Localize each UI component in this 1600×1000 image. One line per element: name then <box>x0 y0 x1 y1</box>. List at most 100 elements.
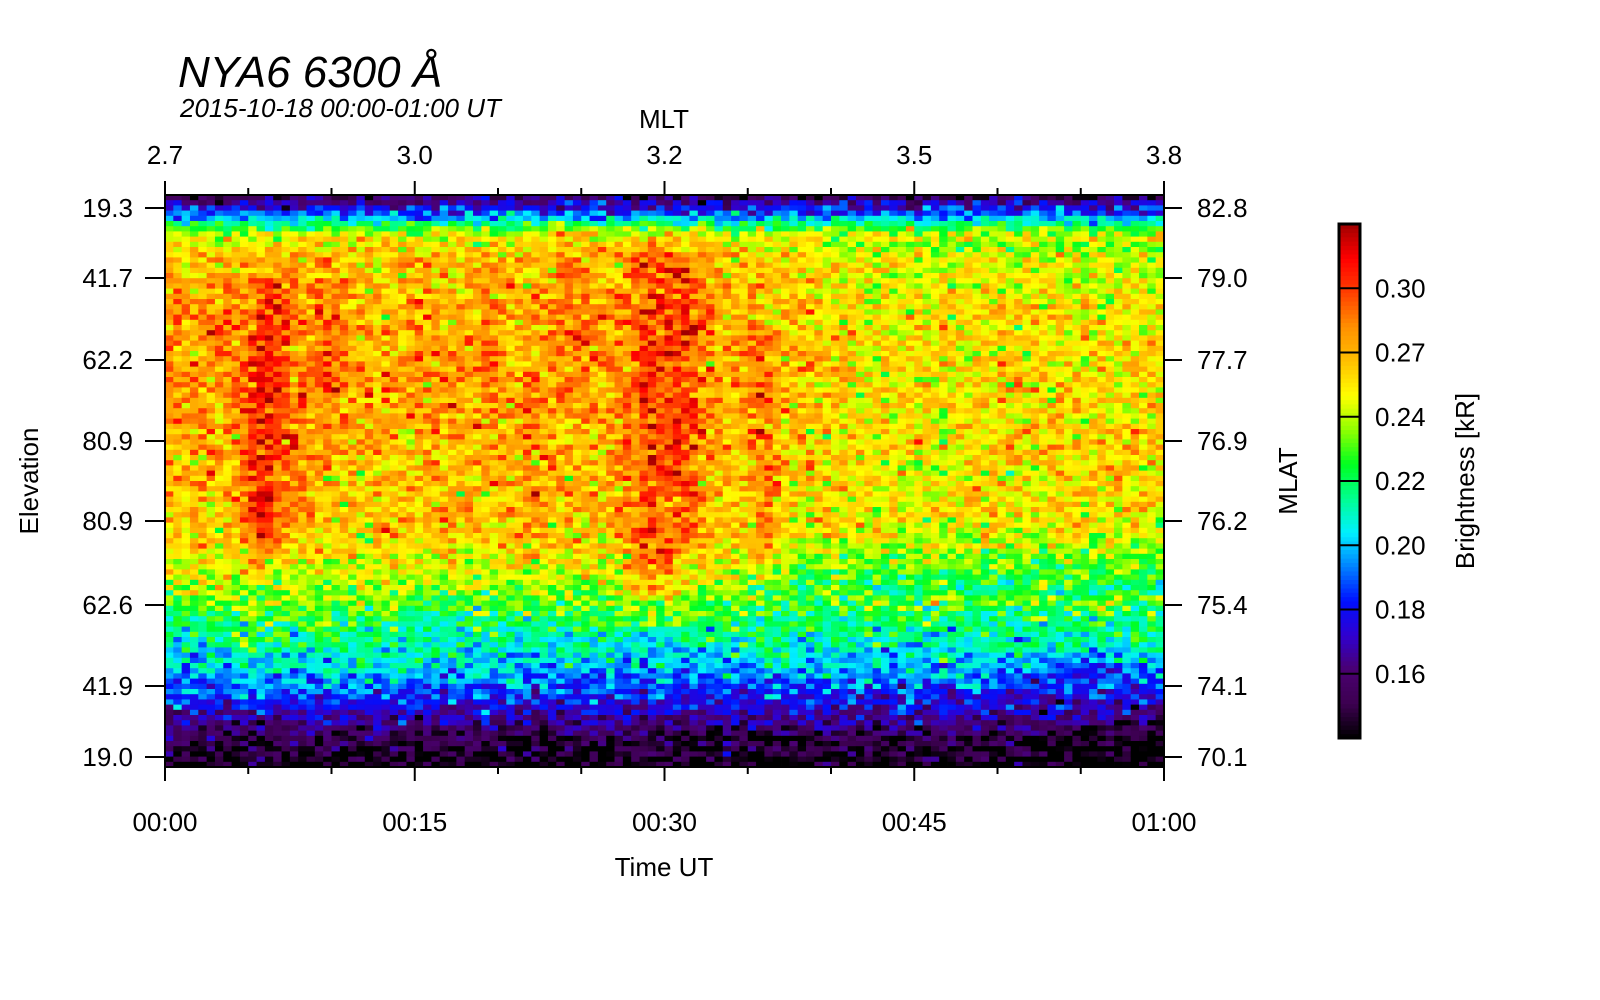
heatmap-cell <box>406 533 416 539</box>
heatmap-cell <box>331 663 341 669</box>
heatmap-cell <box>298 683 307 690</box>
heatmap-cell <box>498 377 507 383</box>
heatmap-cell <box>298 241 307 248</box>
heatmap-cell <box>514 595 524 601</box>
heatmap-cell <box>364 647 374 653</box>
heatmap-cell <box>414 709 424 716</box>
heatmap-cell <box>348 564 357 570</box>
heatmap-cell <box>264 678 274 685</box>
heatmap-cell <box>406 309 416 315</box>
heatmap-cell <box>414 278 424 284</box>
heatmap-cell <box>206 470 216 477</box>
heatmap-cell <box>314 637 324 643</box>
heatmap-cell <box>289 205 299 211</box>
heatmap-cell <box>323 512 332 518</box>
heatmap-cell <box>489 345 499 352</box>
heatmap-cell <box>306 720 316 726</box>
heatmap-cell <box>464 626 474 633</box>
heatmap-cell <box>281 210 291 217</box>
heatmap-cell <box>448 720 457 726</box>
heatmap-cell <box>414 631 424 638</box>
heatmap-cell <box>323 257 332 263</box>
heatmap-cell <box>289 559 299 565</box>
heatmap-cell <box>214 356 224 362</box>
heatmap-cell <box>298 231 307 237</box>
heatmap-cell <box>464 709 474 716</box>
heatmap-cell <box>298 449 307 456</box>
heatmap-cell <box>456 195 466 201</box>
heatmap-cell <box>239 423 249 430</box>
heatmap-cell <box>181 278 191 284</box>
heatmap-cell <box>522 418 532 425</box>
heatmap-cell <box>314 621 324 627</box>
heatmap-cell <box>381 418 391 425</box>
heatmap-cell <box>189 522 199 529</box>
heatmap-cell <box>323 403 332 409</box>
heatmap-cell <box>498 413 507 419</box>
heatmap-cell <box>231 704 241 711</box>
heatmap-cell <box>506 574 516 581</box>
heatmap-cell <box>223 252 232 258</box>
heatmap-cell <box>364 403 374 409</box>
heatmap-cell <box>173 262 183 269</box>
heatmap-cell <box>431 486 441 492</box>
heatmap-cell <box>256 231 266 237</box>
heatmap-cell <box>373 288 382 295</box>
heatmap-cell <box>481 210 491 217</box>
heatmap-cell <box>456 314 466 321</box>
heatmap-cell <box>306 231 316 237</box>
heatmap-cell <box>473 455 482 461</box>
heatmap-cell <box>373 699 382 705</box>
heatmap-cell <box>206 678 216 685</box>
heatmap-cell <box>273 210 282 217</box>
heatmap-cell <box>389 262 399 269</box>
heatmap-cell <box>248 486 257 492</box>
heatmap-cell <box>256 288 266 295</box>
heatmap-cell <box>473 475 482 482</box>
heatmap-cell <box>498 491 507 497</box>
heatmap-cell <box>489 746 499 752</box>
heatmap-cell <box>456 486 466 492</box>
heatmap-cell <box>406 678 416 685</box>
heatmap-cell <box>448 569 457 575</box>
heatmap-cell <box>431 548 441 555</box>
heatmap-cell <box>323 215 332 222</box>
heatmap-cell <box>331 351 341 357</box>
heatmap-cell <box>339 683 349 690</box>
heatmap-cell <box>273 751 282 757</box>
heatmap-cell <box>439 746 449 752</box>
heatmap-cell <box>323 538 332 544</box>
heatmap-cell <box>206 548 216 555</box>
heatmap-cell <box>223 267 232 274</box>
heatmap-cell <box>414 403 424 409</box>
heatmap-cell <box>356 273 366 279</box>
heatmap-cell <box>398 730 407 737</box>
heatmap-cell <box>198 725 208 731</box>
heatmap-cell <box>264 559 274 565</box>
heatmap-cell <box>414 647 424 653</box>
heatmap-cell <box>531 605 541 612</box>
heatmap-cell <box>364 200 374 206</box>
heatmap-cell <box>406 631 416 638</box>
heatmap-cell <box>481 465 491 471</box>
heatmap-cell <box>364 236 374 243</box>
heatmap-cell <box>389 533 399 539</box>
heatmap-cell <box>514 481 524 487</box>
heatmap-cell <box>331 517 341 523</box>
heatmap-cell <box>364 221 374 227</box>
heatmap-cell <box>414 460 424 466</box>
heatmap-cell <box>398 559 407 565</box>
heatmap-cell <box>389 720 399 726</box>
heatmap-cell <box>348 377 357 383</box>
heatmap-cell <box>214 278 224 284</box>
heatmap-cell <box>248 361 257 367</box>
heatmap-cell <box>348 215 357 222</box>
heatmap-cell <box>423 293 432 300</box>
heatmap-cell <box>481 319 491 326</box>
heatmap-cell <box>298 283 307 289</box>
heatmap-cell <box>464 595 474 601</box>
heatmap-cell <box>273 470 282 477</box>
heatmap-cell <box>381 548 391 555</box>
heatmap-cell <box>323 319 332 326</box>
heatmap-cell <box>506 257 516 263</box>
